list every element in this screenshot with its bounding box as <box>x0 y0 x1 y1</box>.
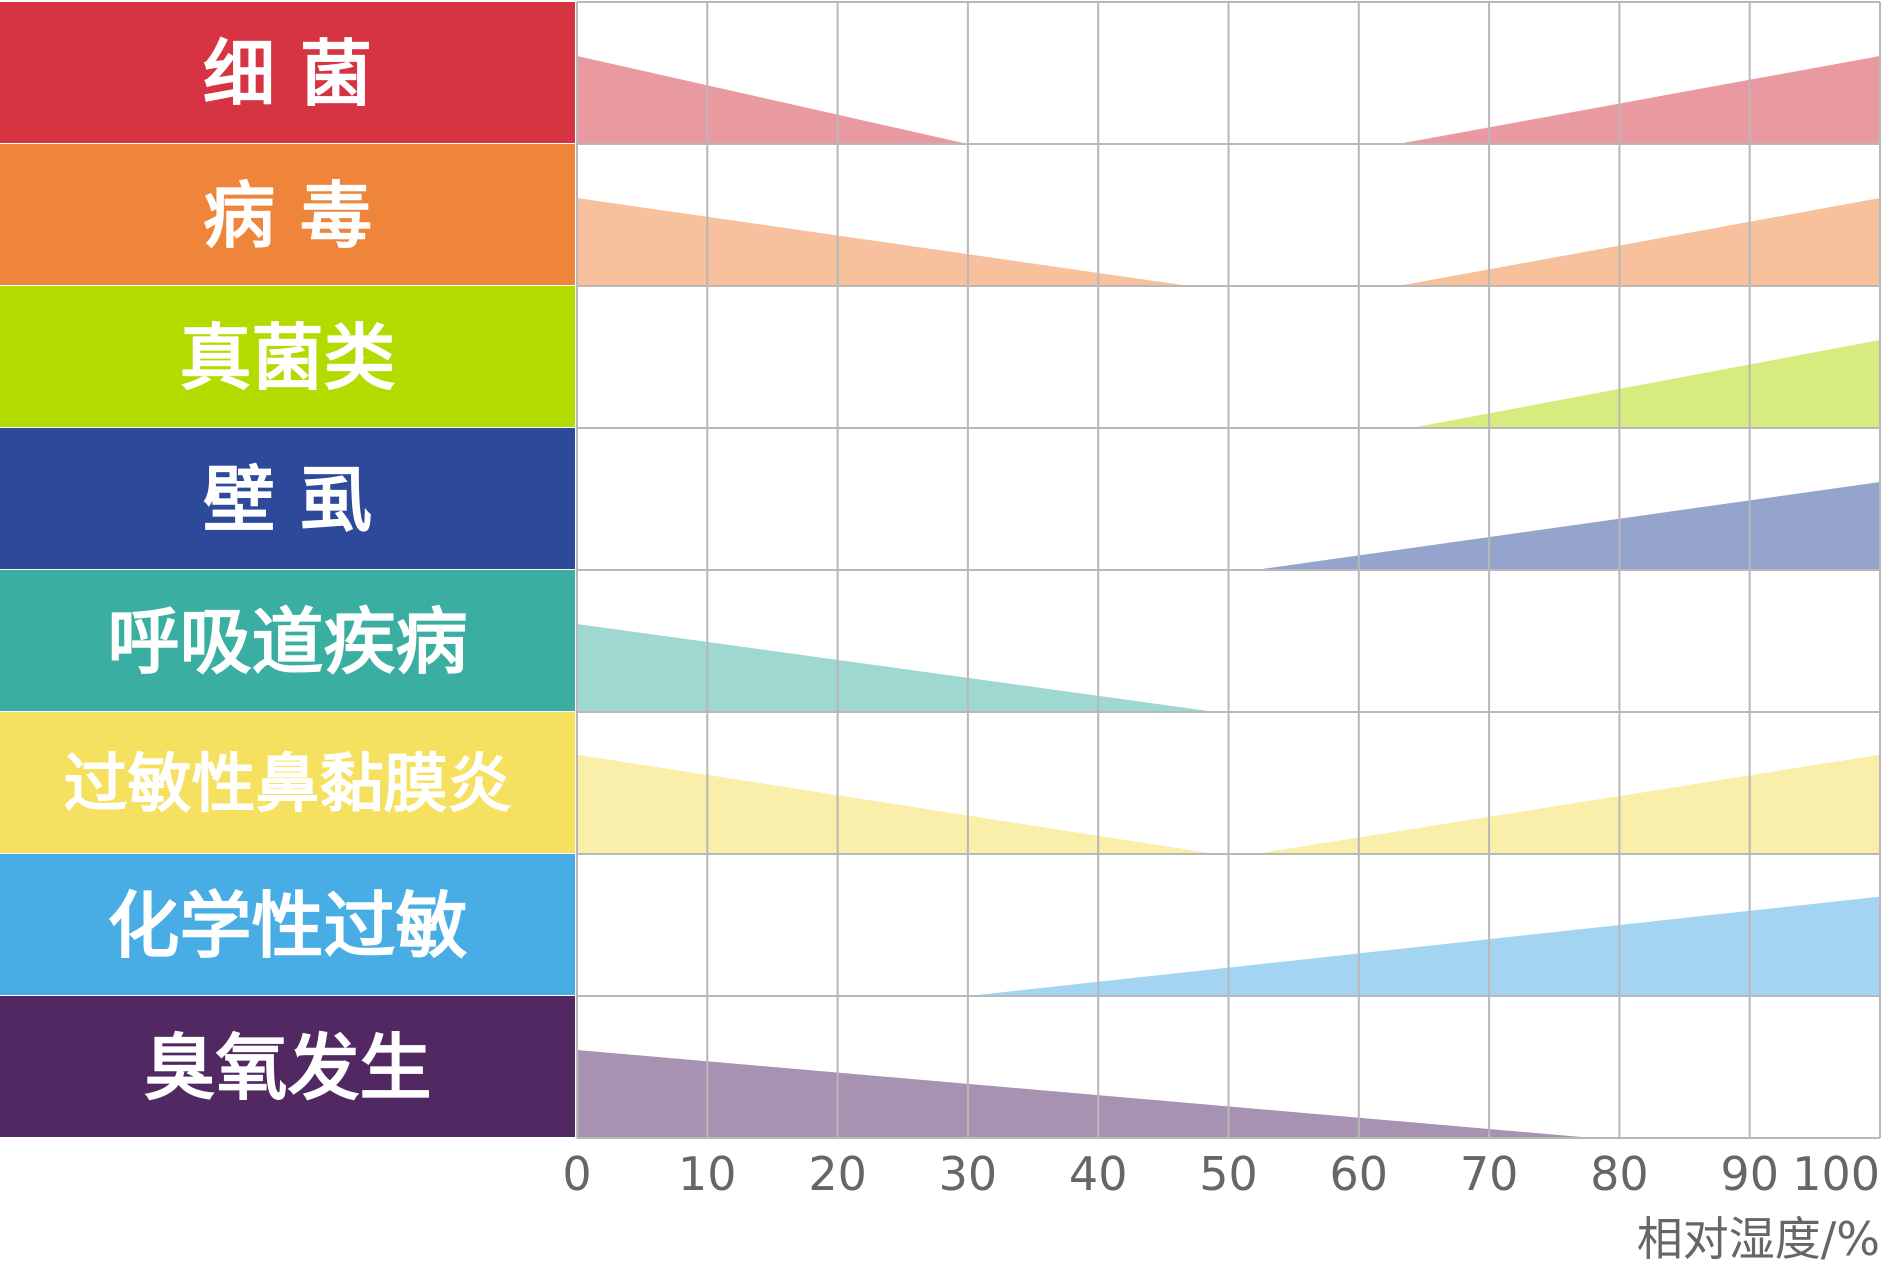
x-tick-80: 80 <box>1590 1147 1649 1201</box>
row-label-2: 病 毒 <box>203 174 372 258</box>
x-axis-title: 相对湿度/% <box>1637 1212 1880 1266</box>
wedge-6-2 <box>1254 754 1880 854</box>
wedge-6-1 <box>577 754 1216 854</box>
x-tick-0: 0 <box>562 1147 591 1201</box>
label-block-2 <box>0 144 575 285</box>
x-tick-50: 50 <box>1199 1147 1258 1201</box>
label-block-4 <box>0 428 575 569</box>
row-label-5: 呼吸道疾病 <box>107 600 467 684</box>
wedge-2-2 <box>1397 198 1880 286</box>
wedge-3-1 <box>1410 340 1880 428</box>
wedge-4-1 <box>1254 482 1880 570</box>
row-label-4: 壁 虱 <box>203 458 372 542</box>
label-block-7 <box>0 854 575 995</box>
x-tick-40: 40 <box>1069 1147 1128 1201</box>
label-block-1 <box>0 2 575 143</box>
x-tick-90: 90 <box>1720 1147 1779 1201</box>
label-block-5 <box>0 570 575 711</box>
wedge-5-1 <box>577 624 1216 712</box>
wedge-1-1 <box>577 56 968 144</box>
row-label-3: 真菌类 <box>179 316 395 400</box>
grid-lines <box>576 1 1881 1139</box>
label-block-6 <box>0 712 575 853</box>
x-tick-30: 30 <box>939 1147 998 1201</box>
label-block-8 <box>0 996 575 1137</box>
wedge-1-2 <box>1397 56 1880 144</box>
x-tick-70: 70 <box>1460 1147 1519 1201</box>
row-label-1: 细 菌 <box>203 32 372 116</box>
wedge-8-1 <box>577 1050 1594 1138</box>
x-tick-100: 100 <box>1792 1147 1880 1201</box>
x-tick-20: 20 <box>808 1147 867 1201</box>
wedge-7-1 <box>967 896 1880 996</box>
x-tick-60: 60 <box>1330 1147 1389 1201</box>
label-block-3 <box>0 286 575 427</box>
row-label-8: 臭氧发生 <box>143 1026 431 1110</box>
wedge-2-1 <box>577 198 1190 286</box>
x-tick-10: 10 <box>678 1147 737 1201</box>
row-label-7: 化学性过敏 <box>107 884 467 968</box>
row-label-6: 过敏性鼻黏膜炎 <box>64 748 512 822</box>
